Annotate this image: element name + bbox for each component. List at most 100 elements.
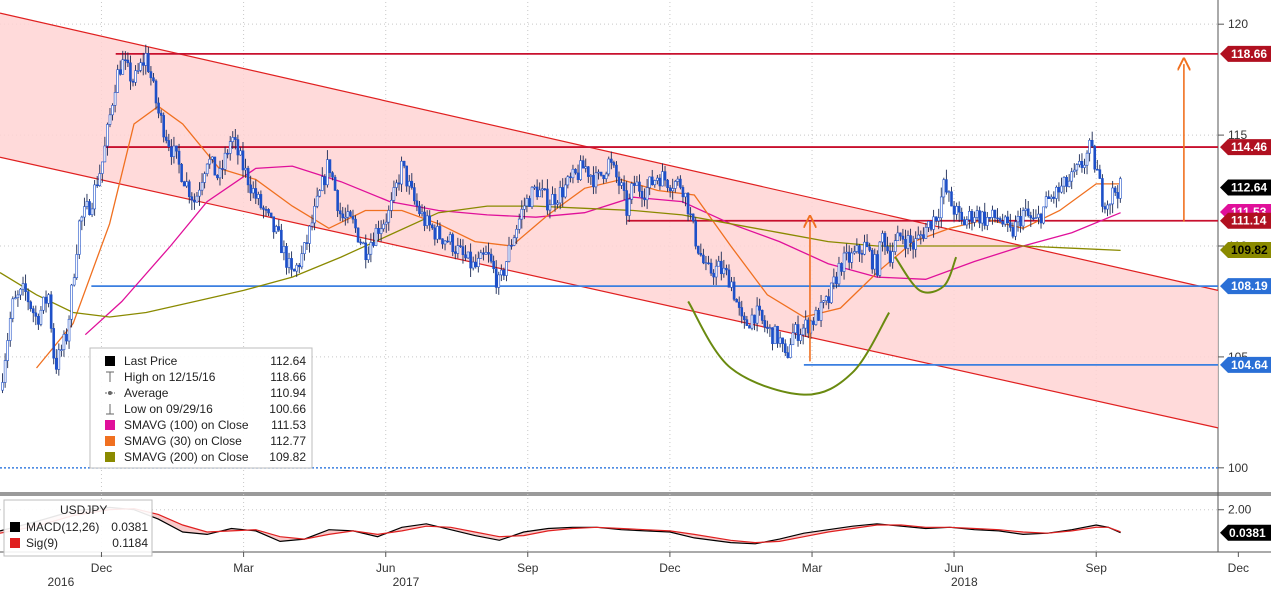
panel-separator: [0, 492, 1271, 496]
candle-body-276: [707, 262, 710, 265]
channel-lower-line: [0, 156, 1219, 429]
legend-label: Low on 09/29/16: [124, 402, 213, 416]
candle-body-240: [615, 164, 618, 178]
candle-body-255: [653, 180, 657, 186]
price-series: [1, 44, 1122, 394]
macd-price-tag-label: 0.0381: [1229, 526, 1266, 540]
average-dot-icon: [108, 391, 112, 395]
candle-body-140: [359, 241, 362, 244]
candle-body-165: [423, 211, 426, 226]
candle-body-268: [686, 192, 690, 215]
candle-body-75: [193, 199, 196, 203]
month-label-1: Mar: [233, 561, 254, 575]
candle-body-272: [696, 245, 700, 254]
candle-body-88: [226, 152, 229, 155]
candle-body-364: [932, 216, 935, 230]
candle-body-131: [336, 190, 339, 212]
candle-body-78: [200, 182, 204, 191]
candle-body-96: [246, 167, 250, 186]
candle-body-428: [1095, 168, 1099, 171]
candle-body-422: [1080, 161, 1084, 168]
candle-body-386: [988, 217, 992, 219]
candle-body-87: [223, 152, 227, 170]
candle-body-50: [129, 62, 132, 82]
candle-body-236: [604, 173, 608, 179]
candle-body-198: [507, 244, 511, 262]
legend-label: SMAVG (100) on Close: [124, 418, 249, 432]
candle-body-28: [72, 277, 76, 286]
candle-body-312: [799, 334, 802, 341]
candle-body-2: [6, 340, 9, 361]
candle-body-413: [1057, 186, 1061, 193]
candle-body-384: [983, 211, 987, 226]
candle-body-144: [369, 242, 373, 255]
candle-body-17: [44, 296, 48, 304]
candle-body-245: [627, 198, 631, 216]
candle-body-123: [315, 195, 319, 207]
candle-body-224: [574, 168, 577, 174]
candle-body-46: [118, 69, 122, 75]
month-label-3: Sep: [517, 561, 539, 575]
candle-body-343: [878, 241, 882, 276]
candle-body-70: [180, 164, 183, 182]
legend-row-5: SMAVG (30) on Close 112.77: [105, 434, 306, 448]
year-label-1: 2017: [393, 575, 420, 589]
candle-body-27: [70, 284, 73, 320]
candle-body-366: [937, 217, 941, 222]
candle-body-421: [1078, 161, 1081, 165]
moving-averages: [0, 105, 1121, 369]
candle-body-345: [883, 233, 887, 247]
candle-body-74: [190, 196, 194, 201]
candle-body-181: [464, 254, 467, 259]
candle-body-296: [758, 305, 761, 311]
candle-body-99: [254, 188, 258, 199]
candle-body-29: [75, 254, 79, 279]
candle-body-72: [185, 181, 189, 187]
candle-body-372: [952, 205, 956, 215]
candle-body-395: [1011, 227, 1015, 237]
candle-body-220: [563, 184, 567, 198]
candle-body-432: [1106, 204, 1109, 210]
candle-body-109: [280, 229, 283, 254]
candle-body-37: [95, 184, 99, 187]
candle-body-230: [589, 175, 593, 177]
macd-tick-label-0: 2.00: [1228, 503, 1252, 517]
candle-body-11: [29, 301, 32, 310]
candle-body-425: [1088, 140, 1091, 154]
candle-body-348: [891, 251, 894, 263]
candle-body-155: [397, 182, 401, 185]
price-tick-label-0: 100: [1228, 461, 1248, 475]
candle-body-207: [530, 186, 534, 207]
candle-body-169: [433, 227, 437, 240]
legend-value: 109.82: [269, 450, 306, 464]
candle-body-310: [794, 324, 797, 334]
candle-body-107: [274, 226, 278, 233]
candle-body-71: [182, 181, 186, 187]
candle-body-329: [842, 252, 846, 272]
candle-body-360: [922, 234, 925, 239]
candle-body-139: [356, 227, 360, 243]
moving-average-line-2: [0, 205, 1121, 318]
legend-row-0: Last Price 112.64: [105, 354, 306, 368]
candle-body-397: [1016, 216, 1020, 223]
candle-body-188: [482, 252, 485, 255]
legend-row-2: Average 110.94: [105, 386, 306, 400]
candle-body-418: [1070, 171, 1074, 182]
candle-body-408: [1044, 196, 1048, 208]
candle-body-25: [65, 333, 68, 342]
candle-body-430: [1101, 178, 1104, 207]
candle-body-326: [835, 276, 838, 285]
candle-body-120: [308, 225, 311, 244]
candle-body-426: [1090, 140, 1094, 147]
candle-body-420: [1075, 164, 1079, 171]
candle-body-237: [607, 158, 611, 175]
candle-body-171: [438, 226, 442, 240]
candle-body-285: [730, 281, 733, 288]
candle-body-129: [331, 172, 334, 178]
candle-body-321: [822, 300, 825, 303]
candle-body-14: [37, 316, 40, 325]
candle-body-253: [648, 176, 651, 188]
candle-body-76: [195, 195, 199, 203]
candle-body-217: [556, 202, 559, 205]
